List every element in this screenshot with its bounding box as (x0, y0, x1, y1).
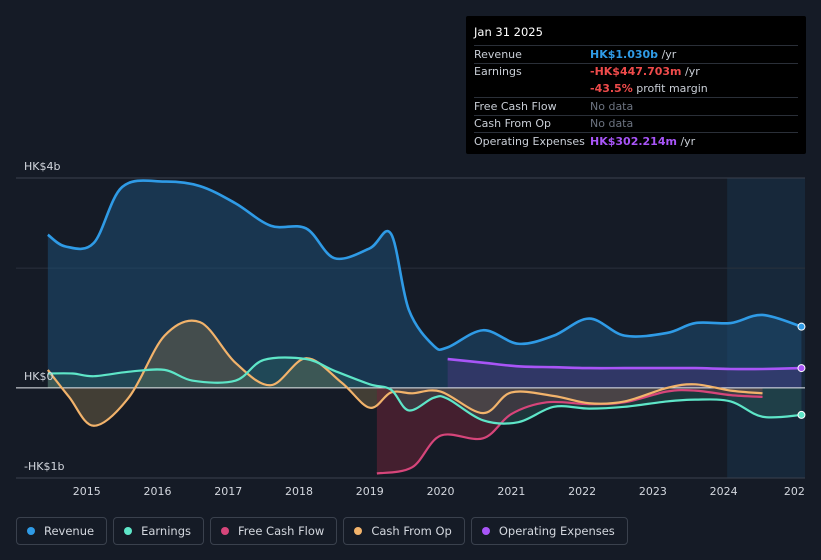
legend-revenue-dot (27, 527, 35, 535)
x-tick-label-9: 2024 (710, 485, 738, 498)
opex-area (447, 359, 802, 388)
legend-cfo-dot (354, 527, 363, 535)
y-label-zero: HK$0 (24, 370, 54, 383)
legend-fcf-dot (221, 527, 229, 535)
end-marker-opex (797, 364, 806, 373)
legend-earnings-dot (124, 527, 133, 535)
x-tick-label-0: 2015 (73, 485, 101, 498)
legend-fcf[interactable]: Free Cash Flow (210, 517, 338, 545)
legend-revenue[interactable]: Revenue (16, 517, 108, 545)
tooltip-cfo-label: Cash From Op (474, 117, 552, 131)
tooltip-earnings-value: -HK$447.703m (590, 65, 682, 79)
tooltip-row-margin: -43.5% profit margin (474, 80, 798, 97)
tooltip-earnings-label: Earnings (474, 65, 522, 79)
tooltip-row-earnings: Earnings -HK$447.703m /yr (474, 62, 798, 81)
tooltip-fcf-label: Free Cash Flow (474, 99, 557, 113)
legend-earnings-label: Earnings (141, 524, 191, 538)
revenue-area (47, 180, 802, 388)
legend-opex[interactable]: Operating Expenses (470, 517, 628, 545)
tooltip-row-cfo: Cash From Op No data (474, 114, 798, 133)
x-tick-label-8: 2023 (639, 485, 667, 498)
series-line-opex (447, 357, 802, 371)
y-label-bottom: -HK$1b (24, 460, 65, 473)
legend-cfo[interactable]: Cash From Op (343, 517, 465, 545)
series-line-cfo (46, 319, 763, 427)
tooltip-margin-value: -43.5% (590, 82, 633, 95)
tooltip-opex-label: Operating Expenses (474, 134, 585, 148)
tooltip-fcf-value: No data (590, 99, 634, 113)
legend-revenue-label: Revenue (44, 524, 95, 538)
x-tick-label-2: 2017 (214, 485, 242, 498)
legend-fcf-label: Free Cash Flow (238, 524, 325, 538)
x-tick-label-3: 2018 (285, 485, 313, 498)
tooltip-date: Jan 31 2025 (474, 25, 543, 39)
tooltip-earnings-unit: /yr (685, 65, 700, 79)
tooltip-revenue-unit: /yr (661, 47, 677, 61)
end-marker-earnings (797, 410, 806, 419)
tooltip-margin-label: profit margin (636, 82, 708, 95)
x-tick-label-6: 2021 (497, 485, 525, 498)
tooltip-cfo-value: No data (590, 117, 634, 131)
x-tick-label-1: 2016 (144, 485, 172, 498)
series-line-fcf (376, 389, 763, 475)
x-tick-label-5: 2020 (427, 485, 455, 498)
tooltip-revenue-value: HK$1.030b (590, 47, 659, 61)
end-marker-revenue (797, 322, 806, 331)
tooltip-opex-value: HK$302.214m (590, 134, 677, 148)
series-line-revenue (47, 179, 802, 352)
x-tick-label-10: 202 (784, 485, 805, 498)
legend-opex-dot (481, 527, 490, 535)
legend-cfo-label: Cash From Op (371, 524, 452, 538)
tooltip-opex-unit: /yr (680, 134, 696, 148)
legend-opex-label: Operating Expenses (498, 524, 615, 538)
x-tick-label-4: 2019 (356, 485, 384, 498)
tooltip-row-opex: Operating Expenses HK$302.214m /yr (474, 132, 798, 150)
tooltip-panel: Jan 31 2025 Revenue HK$1.030b /yr Earnin… (466, 16, 806, 154)
tooltip-row-fcf: Free Cash Flow No data (474, 97, 798, 115)
series-line-earnings (47, 356, 802, 425)
legend-earnings[interactable]: Earnings (113, 517, 204, 545)
tooltip-row-revenue: Revenue HK$1.030b /yr (474, 45, 798, 63)
y-label-top: HK$4b (24, 160, 61, 173)
tooltip-revenue-label: Revenue (474, 47, 522, 61)
x-tick-label-7: 2022 (568, 485, 596, 498)
chart-area: 2015 2016 2017 2018 2019 2020 2021 2022 2023 2024… (16, 177, 806, 498)
chart-legend: Revenue Earnings Free Cash Flow Cash Fro… (16, 517, 628, 545)
